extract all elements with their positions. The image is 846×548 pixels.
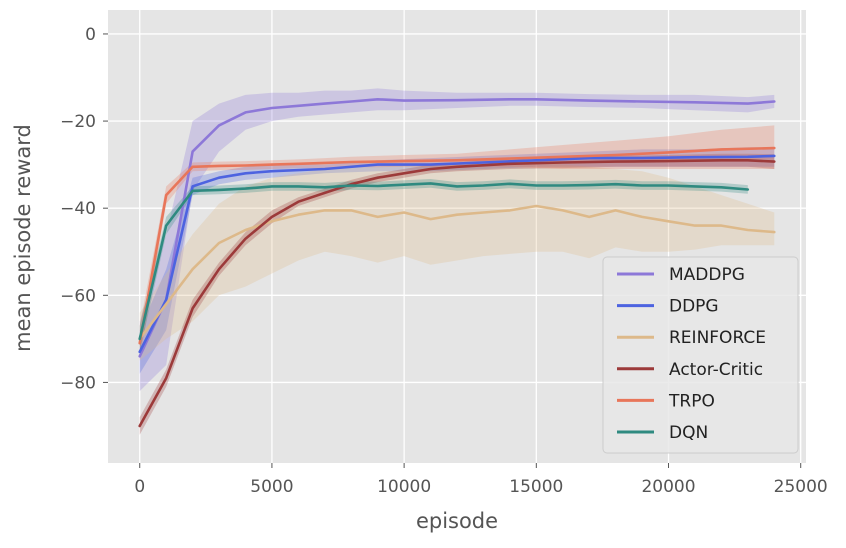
x-tick-label: 20000 [641,477,695,497]
x-tick-label: 0 [134,477,145,497]
axis-ticks: 0 5000 10000 15000 20000 25000 0 −20 −40 −60 −80 [60,25,828,497]
x-tick-label: 15000 [509,477,563,497]
y-tick-label: −60 [60,286,96,306]
maddpg-line [138,98,776,358]
y-tick-label: −40 [60,199,96,219]
legend-label-maddpg: MADDPG [669,265,745,285]
legend-label-trpo: TRPO [668,391,715,411]
y-tick-label: −20 [60,112,96,132]
maddpg-band [139,88,775,392]
x-axis-title: episode [416,509,498,533]
y-axis-title: mean episode reward [11,124,35,352]
legend-label-ddpg: DDPG [669,297,719,317]
trpo-line [138,146,776,345]
legend-label-actor-critic: Actor-Critic [669,360,763,380]
x-tick-label: 5000 [250,477,293,497]
x-tick-label: 10000 [377,477,431,497]
y-tick-label: 0 [85,25,96,45]
dqn-line [138,182,750,341]
watermark-text: 知乎 @Papers [691,500,824,524]
reinforce-line [138,204,776,341]
ddpg-line [138,154,776,354]
legend-label-reinforce: REINFORCE [669,328,766,348]
legend: MADDPG DDPG REINFORCE Actor-Critic TRPO DQN [602,256,799,454]
legend-label-dqn: DQN [669,423,708,443]
x-tick-label: 25000 [774,477,828,497]
series-lines [138,98,776,428]
actor-critic-line [138,159,776,428]
y-tick-label: −80 [60,373,96,393]
